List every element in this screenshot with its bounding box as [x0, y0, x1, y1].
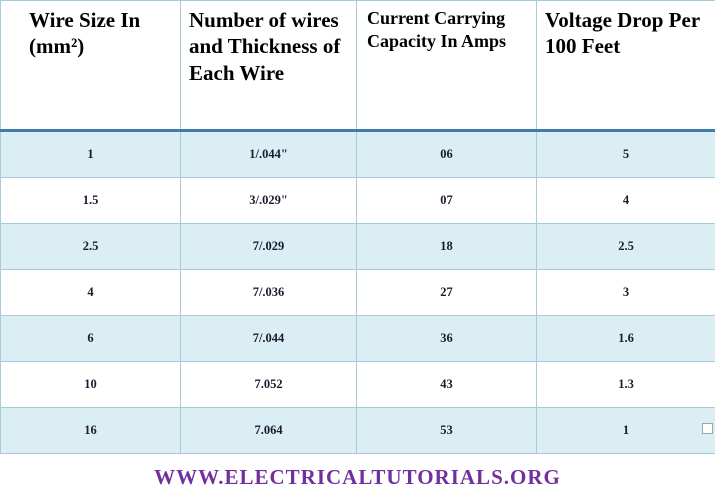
- table-row: 2.5 7/.029 18 2.5: [1, 224, 715, 270]
- table-cell-voltage-drop: 2.5: [537, 224, 715, 270]
- table-cell-voltage-drop: 1.6: [537, 316, 715, 362]
- header-wires-thickness: Number of wires and Thickness of Each Wi…: [181, 1, 357, 131]
- table-cell-current: 07: [357, 178, 537, 224]
- table-cell-wire-size: 1.5: [1, 178, 181, 224]
- table-row: 1 1/.044" 06 5: [1, 131, 715, 178]
- table-cell-wires-thickness: 7/.036: [181, 270, 357, 316]
- table-row: 4 7/.036 27 3: [1, 270, 715, 316]
- table-cell-voltage-drop: 5: [537, 131, 715, 178]
- table-cell-wires-thickness: 7/.044: [181, 316, 357, 362]
- table-cell-voltage-drop: 3: [537, 270, 715, 316]
- table-resize-handle: [702, 423, 713, 434]
- table-cell-wire-size: 16: [1, 408, 181, 454]
- table-cell-wires-thickness: 7.052: [181, 362, 357, 408]
- header-current-capacity: Current Carrying Capacity In Amps: [357, 1, 537, 131]
- table-cell-current: 06: [357, 131, 537, 178]
- table-row: 16 7.064 53 1: [1, 408, 715, 454]
- table-cell-wires-thickness: 7.064: [181, 408, 357, 454]
- table-header-row: Wire Size In (mm²) Number of wires and T…: [1, 1, 715, 131]
- page: Wire Size In (mm²) Number of wires and T…: [0, 0, 715, 476]
- table-cell-current: 18: [357, 224, 537, 270]
- table-cell-current: 27: [357, 270, 537, 316]
- table-cell-voltage-drop: 1.3: [537, 362, 715, 408]
- header-wire-size: Wire Size In (mm²): [1, 1, 181, 131]
- table-cell-current: 36: [357, 316, 537, 362]
- table-cell-current: 43: [357, 362, 537, 408]
- table-cell-voltage-drop: 4: [537, 178, 715, 224]
- table-row: 1.5 3/.029" 07 4: [1, 178, 715, 224]
- table-row: 10 7.052 43 1.3: [1, 362, 715, 408]
- table-row: 6 7/.044 36 1.6: [1, 316, 715, 362]
- table-cell-wire-size: 6: [1, 316, 181, 362]
- table-cell-wire-size: 10: [1, 362, 181, 408]
- footer: WWW.ELECTRICALTUTORIALS.ORG: [0, 454, 715, 500]
- website-text: WWW.ELECTRICALTUTORIALS.ORG: [154, 465, 561, 490]
- table-cell-current: 53: [357, 408, 537, 454]
- header-voltage-drop: Voltage Drop Per 100 Feet: [537, 1, 715, 131]
- table-cell-wires-thickness: 7/.029: [181, 224, 357, 270]
- wire-size-table: Wire Size In (mm²) Number of wires and T…: [0, 0, 715, 454]
- table-cell-wires-thickness: 3/.029": [181, 178, 357, 224]
- table-cell-voltage-drop: 1: [537, 408, 715, 454]
- table-cell-wires-thickness: 1/.044": [181, 131, 357, 178]
- table-cell-wire-size: 4: [1, 270, 181, 316]
- table-cell-wire-size: 1: [1, 131, 181, 178]
- table-cell-wire-size: 2.5: [1, 224, 181, 270]
